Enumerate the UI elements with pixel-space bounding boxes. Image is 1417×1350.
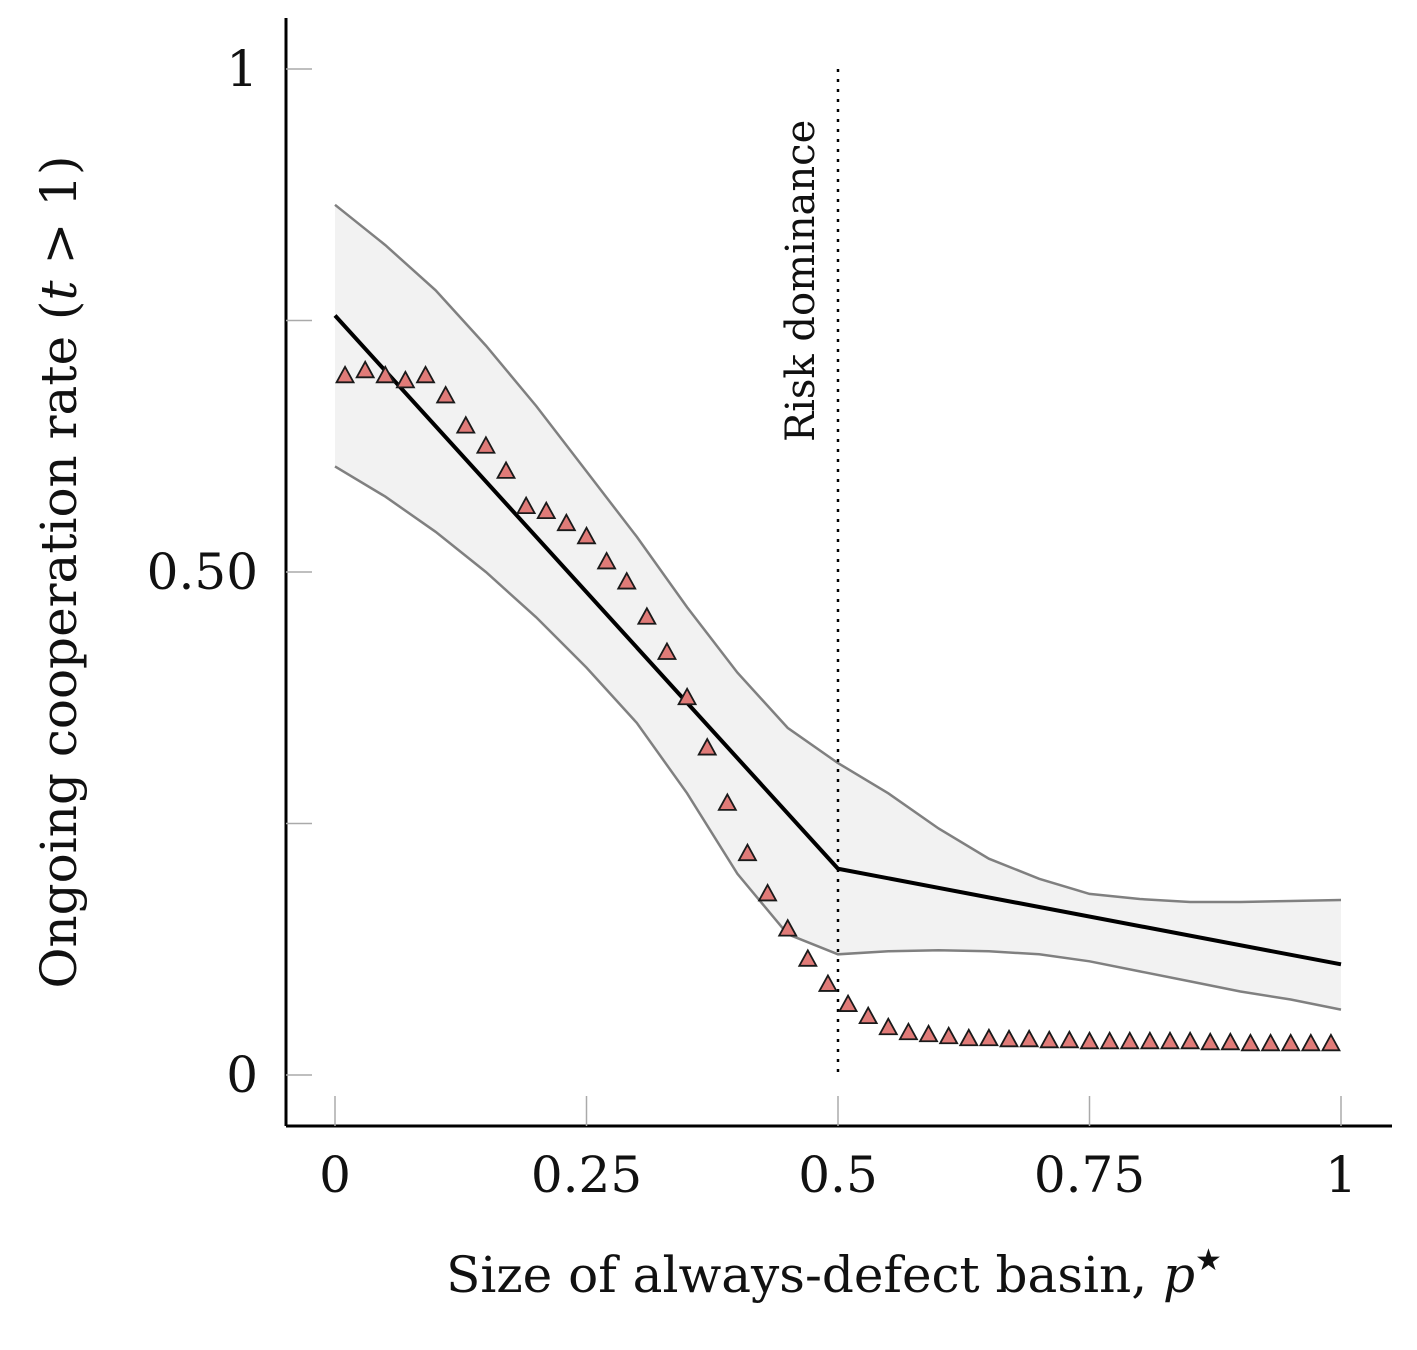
- data-point-marker: [958, 1027, 979, 1047]
- data-point-marker: [838, 993, 859, 1012]
- fit-line-layer: [333, 314, 1342, 967]
- data-point-marker: [375, 364, 396, 384]
- x-tick-label: 0: [319, 1146, 351, 1204]
- data-point-marker: [335, 364, 356, 384]
- data-point-marker: [1240, 1032, 1261, 1052]
- data-point-marker: [536, 500, 557, 520]
- data-point-marker: [1200, 1031, 1221, 1051]
- risk-dominance-label: Risk dominance: [778, 120, 824, 442]
- data-point-marker: [697, 737, 718, 756]
- y-axis-title: Ongoing cooperation rate (t > 1): [30, 155, 88, 988]
- data-point-marker: [1039, 1029, 1060, 1049]
- data-point-marker: [1220, 1031, 1241, 1051]
- data-point-marker: [858, 1005, 879, 1025]
- data-point-marker: [978, 1027, 999, 1047]
- data-point-marker: [1180, 1030, 1201, 1050]
- data-point-marker: [415, 364, 436, 384]
- risk-dominance-annotation: Risk dominance: [778, 69, 840, 1075]
- data-point-marker: [596, 551, 617, 570]
- data-point-marker: [1059, 1029, 1080, 1049]
- y-tick-label: 1: [226, 40, 258, 98]
- data-point-marker: [1019, 1028, 1040, 1048]
- data-point-marker: [797, 948, 818, 967]
- data-point-marker: [656, 641, 677, 660]
- data-point-marker: [777, 918, 798, 937]
- data-point-marker: [576, 525, 597, 545]
- data-point-marker: [516, 495, 537, 515]
- confidence-band-area: [335, 204, 1341, 1010]
- data-point-marker: [717, 792, 738, 811]
- data-point-marker: [878, 1016, 899, 1036]
- y-tick-label: 0: [226, 1046, 258, 1104]
- marker-layer: [335, 359, 1341, 1052]
- y-tick-label: 0.50: [147, 543, 258, 601]
- data-point-marker: [757, 883, 778, 902]
- data-point-marker: [455, 415, 476, 434]
- confidence-band-upper: [334, 203, 1342, 904]
- x-tick-label: 1: [1325, 1146, 1357, 1204]
- data-point-marker: [1119, 1030, 1140, 1050]
- data-point-marker: [918, 1023, 939, 1043]
- data-point-marker: [898, 1021, 919, 1041]
- ticks: 0 0.25 0.5 0.75 1 0 0.50 1: [147, 40, 1357, 1204]
- data-point-marker: [1099, 1030, 1120, 1050]
- x-axis-title: Size of always-defect basin, p★: [446, 1243, 1222, 1304]
- confidence-band-lower: [334, 465, 1342, 1011]
- data-point-marker: [1280, 1032, 1301, 1052]
- data-point-marker: [999, 1028, 1020, 1048]
- data-point-marker: [817, 973, 838, 992]
- data-point-marker: [495, 460, 517, 479]
- data-point-marker: [355, 359, 376, 379]
- data-point-marker: [1139, 1030, 1160, 1050]
- data-point-marker: [395, 369, 416, 389]
- data-point-marker: [1079, 1030, 1100, 1050]
- data-point-marker: [1159, 1030, 1180, 1050]
- data-point-marker: [737, 842, 758, 862]
- data-point-marker: [1300, 1032, 1321, 1052]
- data-point-marker: [475, 435, 496, 454]
- data-point-marker: [435, 385, 456, 404]
- x-tick-label: 0.25: [531, 1146, 642, 1204]
- data-point-marker: [1260, 1032, 1281, 1052]
- data-point-marker: [616, 571, 637, 590]
- confidence-band: [334, 203, 1342, 1011]
- data-point-marker: [556, 512, 577, 532]
- x-tick-label: 0.75: [1034, 1146, 1145, 1204]
- data-point-marker: [938, 1025, 959, 1045]
- data-point-marker: [636, 606, 657, 625]
- data-point-marker: [1320, 1032, 1341, 1052]
- data-point-marker: [677, 686, 698, 706]
- fit-line: [333, 314, 1342, 967]
- x-tick-label: 0.5: [798, 1146, 878, 1204]
